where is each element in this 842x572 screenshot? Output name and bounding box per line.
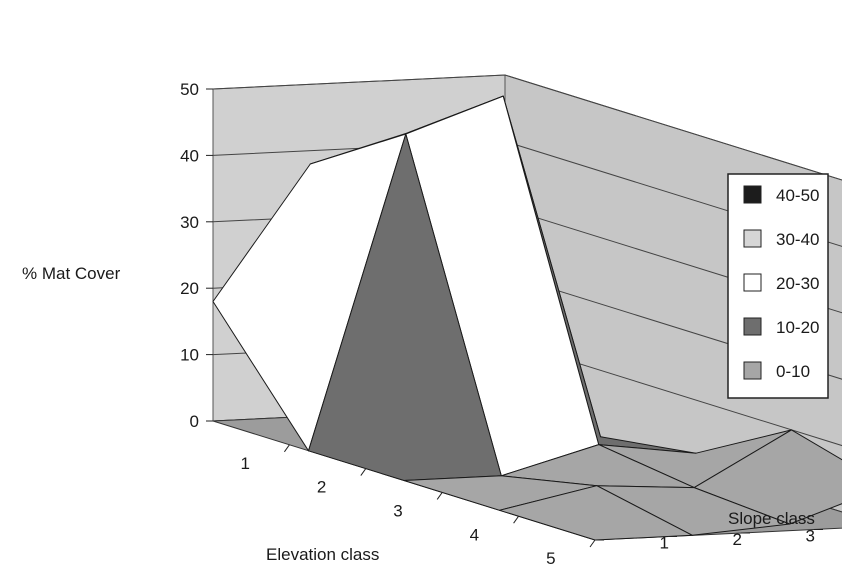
legend-swatch	[743, 273, 762, 292]
z-tick-label: 50	[180, 80, 199, 99]
y-axis-label: Slope class	[728, 509, 815, 528]
x-tick-label: 3	[393, 502, 402, 521]
legend-label: 20-30	[776, 274, 819, 293]
surface-plot	[212, 95, 842, 541]
z-axis-label: % Mat Cover	[22, 264, 121, 283]
surface-patch	[499, 485, 693, 541]
z-tick-label: 30	[180, 213, 199, 232]
x-tick-label: 4	[470, 525, 479, 544]
z-tick-label: 0	[190, 412, 199, 431]
legend-swatch	[743, 185, 762, 204]
legend-swatch	[743, 229, 762, 248]
y-tick-label: 3	[806, 526, 815, 545]
legend-swatch	[743, 317, 762, 336]
legend-label: 10-20	[776, 318, 819, 337]
legend-label: 0-10	[776, 362, 810, 381]
x-tick	[513, 515, 520, 524]
z-tick-label: 40	[180, 146, 199, 165]
x-axis-label: Elevation class	[266, 545, 379, 564]
y-tick-label: 2	[733, 530, 742, 549]
y-tick-label: 1	[660, 533, 669, 552]
chart-axes: 01020304050123451234	[180, 80, 823, 568]
x-tick-label: 2	[317, 478, 326, 497]
legend-label: 40-50	[776, 186, 819, 205]
z-tick-label: 20	[180, 279, 199, 298]
x-tick	[436, 492, 443, 500]
x-tick-label: 1	[240, 454, 249, 473]
legend: 40-50 30-40 20-30 10-20 0-10	[727, 173, 829, 399]
legend-label: 30-40	[776, 230, 819, 249]
x-tick	[283, 444, 290, 453]
x-tick-label: 5	[546, 549, 555, 567]
legend-swatch	[743, 361, 762, 380]
gridline	[212, 74, 842, 181]
x-tick	[589, 539, 596, 548]
z-tick-label: 10	[180, 346, 199, 365]
x-tick	[360, 468, 367, 476]
